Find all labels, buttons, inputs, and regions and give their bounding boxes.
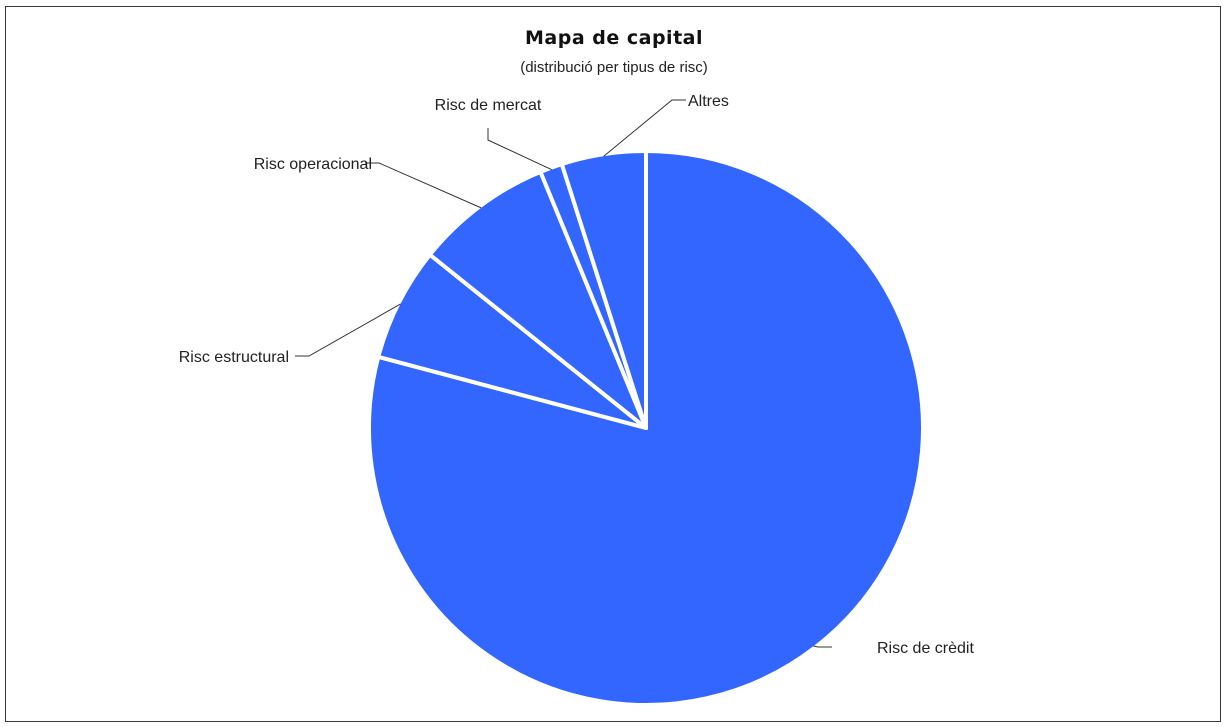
slice-label: Risc operacional [254, 156, 372, 173]
pie-slice [559, 149, 648, 430]
slice-labels: Risc de crèdit Risc estructural Risc opera… [179, 93, 975, 657]
leader-line [813, 645, 832, 648]
leader-line [365, 162, 482, 209]
chart-title: Mapa de capital [525, 27, 703, 49]
pie-slice [367, 149, 925, 707]
pie-slice [427, 169, 648, 430]
leader-line [603, 99, 686, 157]
slice-label: Altres [688, 93, 729, 110]
slice-label: Risc de crèdit [877, 640, 974, 657]
pie-slice [376, 252, 648, 430]
slice-label: Risc de mercat [435, 97, 542, 114]
pie-slices [367, 149, 925, 707]
chart-subtitle: (distribució per tipus de risc) [520, 59, 708, 76]
slice-label: Risc estructural [179, 349, 289, 366]
leader-line [295, 303, 401, 357]
leader-line [487, 128, 552, 171]
